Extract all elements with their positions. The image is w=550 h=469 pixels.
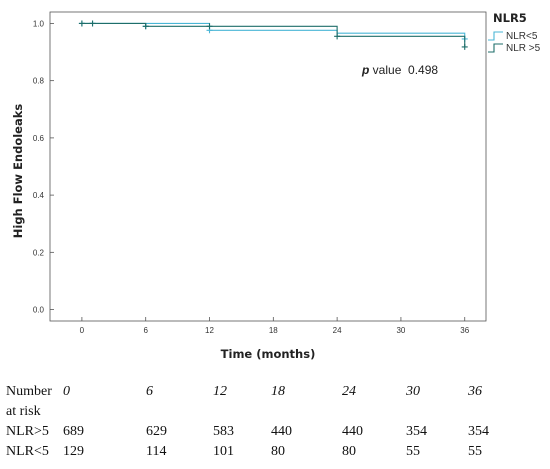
risk-row: NLR>5 689 629 583 440 440 354 354: [6, 424, 546, 444]
risk-header-row-2: at risk: [6, 404, 546, 424]
legend-title: NLR5: [493, 11, 527, 25]
y-tick-label: 1.0: [33, 19, 45, 28]
x-axis-title: Time (months): [221, 347, 316, 361]
risk-row: NLR<5 129 114 101 80 80 55 55: [6, 444, 546, 464]
risk-count: 114: [146, 444, 167, 459]
x-tick-label: 24: [333, 326, 342, 335]
p-value-text: value 0.498: [369, 63, 438, 77]
risk-count: 583: [213, 424, 234, 439]
x-tick-label: 0: [80, 326, 85, 335]
y-tick-label: 0.8: [33, 77, 45, 86]
risk-count: 101: [213, 444, 234, 459]
risk-row-label: NLR<5: [6, 444, 49, 459]
survival-curves: [78, 20, 468, 50]
risk-time-header: 24: [342, 384, 356, 399]
x-tick-label: 12: [205, 326, 214, 335]
x-tick-label: 18: [269, 326, 278, 335]
risk-count: 55: [468, 444, 482, 459]
legend-label: NLR >5: [506, 43, 541, 54]
risk-time-header: 30: [406, 384, 420, 399]
y-axis-title: High Flow Endoleaks: [11, 104, 25, 239]
risk-count: 689: [63, 424, 84, 439]
legend-swatch: [488, 31, 503, 41]
risk-count: 440: [271, 424, 292, 439]
risk-table: Number 0 6 12 18 24 30 36 at risk NLR>5 689 629 5…: [6, 384, 546, 464]
risk-count: 629: [146, 424, 167, 439]
risk-time-header: 36: [468, 384, 482, 399]
censor-mark: [78, 20, 85, 27]
censor-mark: [206, 23, 213, 30]
y-axis-ticks: 0.0 0.2 0.4 0.6 0.8 1.0: [33, 19, 54, 315]
risk-count: 129: [63, 444, 84, 459]
risk-count: 354: [406, 424, 427, 439]
risk-time-header: 6: [146, 384, 153, 399]
km-chart: 0.0 0.2 0.4 0.6 0.8 1.0 0 6 12 18 24 30 36 High Flo…: [11, 11, 541, 361]
risk-count: 80: [271, 444, 285, 459]
x-axis-ticks: 0 6 12 18 24 30 36: [80, 317, 470, 335]
y-tick-label: 0.2: [33, 248, 45, 257]
risk-count: 354: [468, 424, 489, 439]
censor-mark: [461, 43, 468, 50]
p-value-annotation: p value 0.498: [361, 63, 438, 77]
legend-swatch: [488, 43, 503, 53]
risk-header-row: Number 0 6 12 18 24 30 36: [6, 384, 546, 404]
x-tick-label: 6: [143, 326, 148, 335]
plot-frame: [49, 11, 487, 322]
x-tick-label: 36: [460, 326, 469, 335]
y-tick-label: 0.0: [33, 306, 45, 315]
risk-time-header: 0: [63, 384, 70, 399]
censor-mark: [334, 33, 341, 40]
risk-count: 440: [342, 424, 363, 439]
censor-mark: [89, 20, 96, 27]
risk-time-header: 12: [213, 384, 227, 399]
risk-header-at-risk: at risk: [6, 404, 41, 419]
legend-label: NLR<5: [506, 31, 538, 42]
risk-time-header: 18: [271, 384, 285, 399]
risk-row-label: NLR>5: [6, 424, 49, 439]
x-tick-label: 30: [396, 326, 405, 335]
risk-count: 80: [342, 444, 356, 459]
risk-count: 55: [406, 444, 420, 459]
y-tick-label: 0.6: [33, 134, 45, 143]
y-tick-label: 0.4: [33, 191, 45, 200]
risk-header-number: Number: [6, 384, 52, 399]
p-value-symbol: p: [361, 63, 369, 77]
censor-mark: [142, 23, 149, 30]
